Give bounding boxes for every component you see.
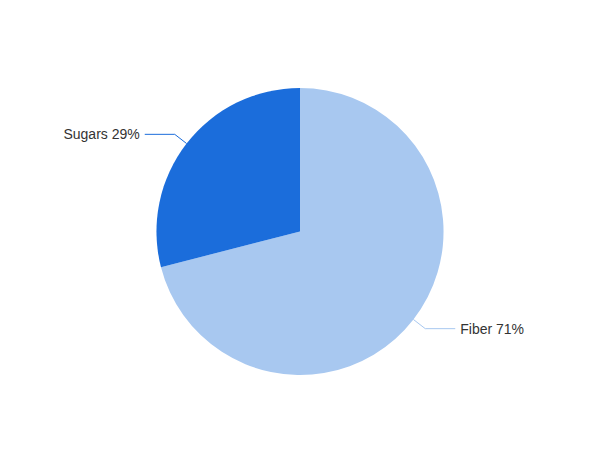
svg-text:Sugars 29%: Sugars 29%	[63, 126, 139, 142]
svg-text:Fiber 71%: Fiber 71%	[460, 321, 524, 337]
